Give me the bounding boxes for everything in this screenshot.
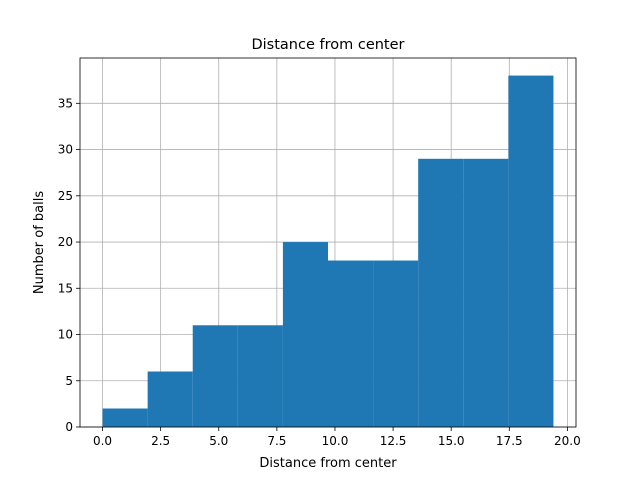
y-tick-label: 25 — [58, 189, 73, 203]
histogram-bar — [102, 408, 148, 427]
x-tick-label: 0.0 — [93, 434, 112, 448]
histogram-bar — [237, 325, 283, 427]
histogram-bar — [463, 158, 509, 427]
histogram-bar — [373, 260, 419, 427]
x-tick-label: 5.0 — [209, 434, 228, 448]
histogram-bar — [147, 371, 193, 427]
y-axis-label: Number of balls — [32, 191, 47, 294]
histogram-bar — [282, 242, 328, 427]
y-axis-ticks: 0 5 10 15 20 25 30 35 — [58, 96, 80, 434]
y-tick-label: 20 — [58, 235, 73, 249]
y-tick-label: 35 — [58, 96, 73, 110]
histogram-bar — [508, 75, 554, 428]
y-tick-label: 5 — [65, 374, 73, 388]
x-tick-label: 10.0 — [322, 434, 349, 448]
x-tick-label: 7.5 — [267, 434, 286, 448]
plot-frame — [79, 57, 577, 428]
y-tick-label: 15 — [58, 281, 73, 295]
histogram-bar — [418, 158, 464, 427]
y-tick-label: 30 — [58, 143, 73, 157]
y-tick-label: 0 — [65, 420, 73, 434]
x-axis-ticks: 0.0 2.5 5.0 7.5 10.0 12.5 15.0 17.5 20.0 — [93, 427, 581, 448]
x-tick-label: 2.5 — [151, 434, 170, 448]
x-tick-label: 20.0 — [554, 434, 581, 448]
histogram-bars — [102, 75, 554, 428]
x-tick-label: 17.5 — [496, 434, 523, 448]
chart-title: Distance from center — [251, 37, 404, 53]
histogram-bar — [192, 325, 238, 427]
x-tick-label: 15.0 — [438, 434, 465, 448]
y-tick-label: 10 — [58, 328, 73, 342]
x-axis-label: Distance from center — [259, 456, 397, 471]
x-tick-label: 12.5 — [380, 434, 407, 448]
histogram-bar — [328, 260, 374, 427]
